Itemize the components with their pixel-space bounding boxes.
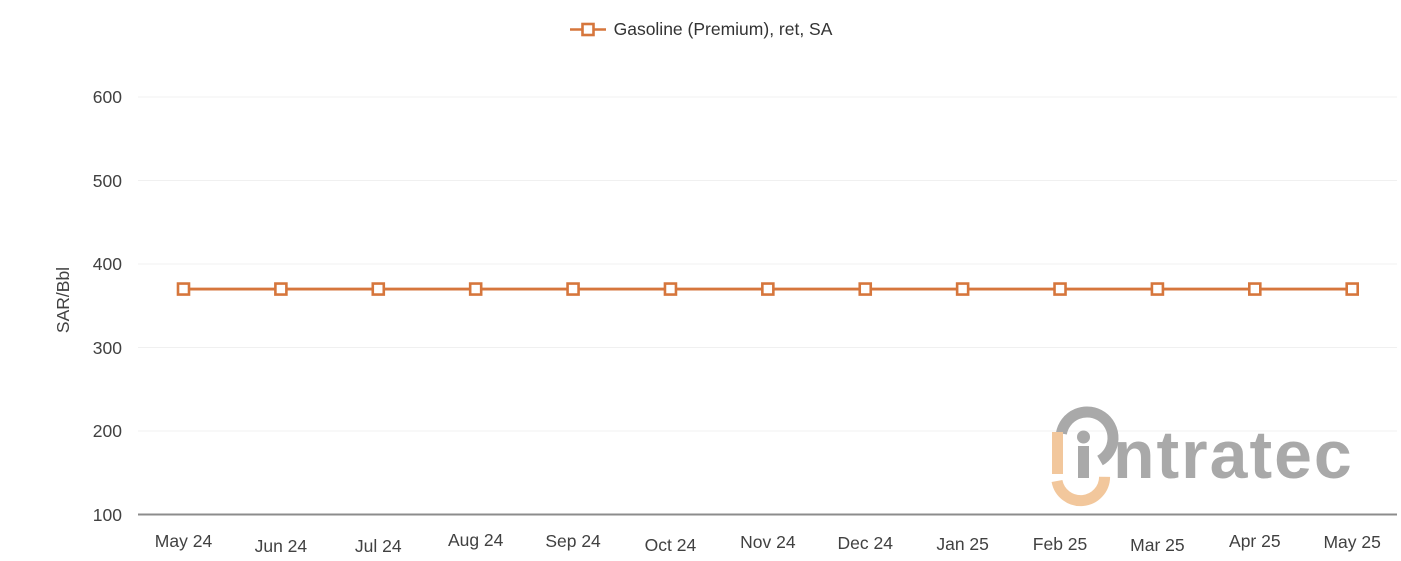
legend-item-gasoline[interactable]: Gasoline (Premium), ret, SA — [0, 19, 1401, 40]
x-tick-label: Jan 25 — [936, 534, 989, 554]
x-tick-label: Mar 25 — [1130, 535, 1185, 555]
x-tick-label: Aug 24 — [447, 530, 504, 550]
y-tick-label: 400 — [92, 254, 122, 274]
data-point-marker[interactable] — [274, 282, 288, 296]
data-point-marker[interactable] — [663, 282, 678, 296]
x-tick-label: Dec 24 — [837, 533, 893, 553]
y-tick-label: 200 — [92, 421, 122, 441]
x-tick-label: Oct 24 — [644, 535, 697, 555]
y-tick-label: 100 — [92, 504, 122, 525]
data-point-marker[interactable] — [468, 282, 483, 296]
data-point-marker[interactable] — [858, 282, 873, 296]
data-point-marker[interactable] — [1248, 282, 1262, 296]
legend-line-marker-icon — [569, 22, 606, 37]
y-tick-label: 300 — [92, 337, 122, 358]
data-point-marker[interactable] — [176, 282, 191, 296]
data-point-marker[interactable] — [566, 282, 580, 296]
data-point-marker[interactable] — [1345, 282, 1359, 296]
x-tick-label: Jul 24 — [354, 536, 402, 556]
data-point-marker[interactable] — [1150, 282, 1165, 296]
data-point-marker[interactable] — [761, 282, 775, 296]
legend-label: Gasoline (Premium), ret, SA — [613, 19, 833, 39]
y-tick-label: 600 — [92, 87, 122, 107]
x-tick-label: Feb 25 — [1032, 534, 1088, 554]
data-point-marker[interactable] — [955, 282, 970, 296]
y-tick-label: 500 — [92, 170, 122, 191]
x-tick-label: Jun 24 — [254, 536, 308, 556]
data-point-marker[interactable] — [371, 282, 386, 296]
data-point-marker[interactable] — [1053, 282, 1067, 296]
x-tick-label: May 24 — [154, 531, 213, 551]
x-tick-label: Apr 25 — [1229, 531, 1281, 551]
x-tick-label: Nov 24 — [740, 532, 796, 552]
x-tick-label: Sep 24 — [545, 531, 601, 551]
x-tick-label: May 25 — [1323, 532, 1381, 552]
